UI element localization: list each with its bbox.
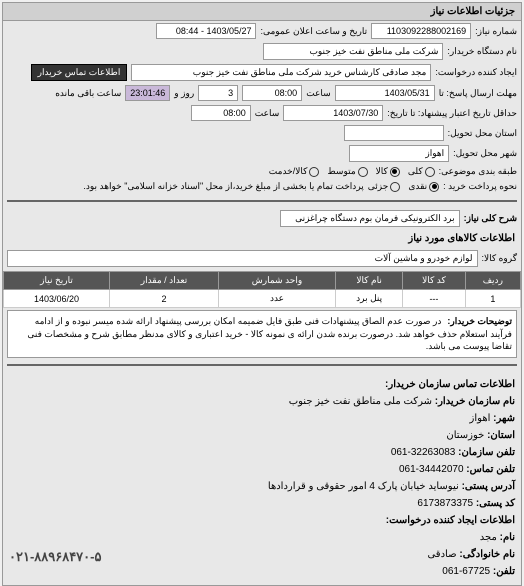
contact-info-button[interactable]: اطلاعات تماس خریدار — [31, 64, 128, 81]
buyer-field: شرکت ملی مناطق نفت خیز جنوب — [263, 43, 443, 60]
fax-label: تلفن تماس: — [466, 464, 515, 475]
td-unit: عدد — [219, 290, 336, 308]
deadline-label: مهلت ارسال پاسخ: تا — [439, 88, 517, 99]
desc-title-label: شرح کلی نیاز: — [464, 213, 517, 224]
pay-partial-label: جزئی — [368, 181, 389, 192]
time-label-1: ساعت — [306, 88, 331, 99]
time2-field: 08:00 — [191, 105, 251, 121]
creator-label: ایجاد کننده درخواست: — [435, 67, 517, 78]
cat-mid-label: متوسط — [327, 166, 355, 177]
buyer-notes-text: در صورت عدم الصاق پیشنهادات فنی طبق فایل… — [27, 316, 512, 351]
surname-label: نام خانوادگی: — [459, 549, 515, 560]
divider-1 — [7, 200, 517, 202]
td-date: 1403/06/20 — [4, 290, 110, 308]
th-qty: تعداد / مقدار — [110, 272, 219, 290]
buyer-notes-label: توضیحات خریدار: — [447, 315, 512, 328]
td-qty: 2 — [110, 290, 219, 308]
th-row: ردیف — [465, 272, 520, 290]
cat-goods-label: کالا — [376, 166, 388, 177]
cat-service-label: کالا/خدمت — [269, 166, 308, 177]
th-date: تاریخ نیاز — [4, 272, 110, 290]
category-radio-group: کلی کالا متوسط کالا/خدمت — [269, 166, 435, 177]
address-label: آدرس پستی: — [462, 481, 515, 492]
org-value: شرکت ملی مناطق نفت خیز جنوب — [289, 396, 432, 407]
td-code: --- — [403, 290, 465, 308]
radio-goods[interactable] — [390, 167, 400, 177]
divider-2 — [7, 364, 517, 366]
radio-service[interactable] — [309, 167, 319, 177]
name-label: نام: — [500, 532, 515, 543]
phone-label: تلفن سازمان: — [458, 447, 515, 458]
validity-date-field: 1403/07/30 — [283, 105, 383, 121]
surname-value: صادقی — [427, 549, 456, 560]
cat-all-label: کلی — [408, 166, 423, 177]
delivery-city-field: اهواز — [349, 145, 449, 162]
desc-title-field: برد الکترونیکی فرمان بوم دستگاه چراغزنی — [280, 210, 460, 227]
remaining-time: 23:01:46 — [125, 85, 170, 101]
validity-label: حداقل تاریخ اعتبار پیشنهاد: تا تاریخ: — [387, 108, 517, 119]
req-number-field: 1103092288002169 — [371, 23, 471, 39]
tel-value: 67725-061 — [442, 566, 490, 577]
delivery-city-label: شهر محل تحویل: — [453, 148, 517, 159]
delivery-province-field — [344, 125, 444, 141]
postal-value: 6173873375 — [417, 498, 473, 509]
phone-value: 32263083-061 — [391, 447, 456, 458]
footer-phone: ۰۲۱-۸۸۹۶۸۴۷۰-۵ — [9, 547, 101, 568]
radio-partial[interactable] — [390, 182, 400, 192]
province-label: استان: — [487, 430, 515, 441]
goods-table: ردیف کد کالا نام کالا واحد شمارش تعداد /… — [3, 271, 521, 308]
name-value: مجد — [480, 532, 497, 543]
deadline-date-field: 1403/05/31 — [335, 85, 435, 101]
th-code: کد کالا — [403, 272, 465, 290]
radio-all[interactable] — [425, 167, 435, 177]
delivery-province-label: استان محل تحویل: — [448, 128, 517, 139]
tel-label: تلفن: — [493, 566, 515, 577]
category-label: طبقه بندی موضوعی: — [439, 166, 517, 177]
th-unit: واحد شمارش — [219, 272, 336, 290]
org-label: نام سازمان خریدار: — [435, 396, 515, 407]
address-value: نیوساید خیابان پارک 4 امور حقوقی و قرارد… — [268, 481, 459, 492]
page-header: جزئیات اطلاعات نیاز — [3, 3, 521, 21]
radio-mid[interactable] — [358, 167, 368, 177]
remaining-label: ساعت باقی مانده — [55, 88, 121, 99]
group-field: لوازم خودرو و ماشین آلات — [7, 250, 478, 267]
contact-title: اطلاعات تماس سازمان خریدار: — [9, 377, 515, 393]
fax-value: 34442070-061 — [399, 464, 464, 475]
time-label-2: ساعت — [255, 108, 280, 119]
announce-label: تاریخ و ساعت اعلان عمومی: — [260, 26, 367, 37]
time1-field: 08:00 — [242, 85, 302, 101]
city-label: شهر: — [493, 413, 515, 424]
city-value: اهواز — [470, 413, 491, 424]
th-name: نام کالا — [336, 272, 403, 290]
buyer-label: نام دستگاه خریدار: — [447, 46, 517, 57]
payment-note: پرداخت تمام یا بخشی از مبلغ خرید،از محل … — [83, 181, 363, 192]
buyer-notes-box: توضیحات خریدار: در صورت عدم الصاق پیشنها… — [7, 310, 517, 358]
td-name: پنل برد — [336, 290, 403, 308]
announce-date-field: 1403/05/27 - 08:44 — [156, 23, 256, 39]
contact-section: اطلاعات تماس سازمان خریدار: نام سازمان خ… — [3, 372, 521, 585]
req-number-label: شماره نیاز: — [475, 26, 517, 37]
province-value: خوزستان — [446, 430, 484, 441]
creator-section-title: اطلاعات ایجاد کننده درخواست: — [9, 513, 515, 529]
radio-cash[interactable] — [429, 182, 439, 192]
days-label: روز و — [174, 88, 194, 99]
payment-label: نحوه پرداخت خرید : — [443, 181, 517, 192]
days-field: 3 — [198, 85, 238, 101]
pay-cash-label: نقدی — [408, 181, 427, 192]
group-label: گروه کالا: — [482, 253, 517, 264]
payment-radio-group: نقدی جزئی — [368, 181, 439, 192]
goods-section-title: اطلاعات کالاهای مورد نیاز — [3, 229, 521, 248]
postal-label: کد پستی: — [476, 498, 515, 509]
table-row: 1 --- پنل برد عدد 2 1403/06/20 — [4, 290, 521, 308]
creator-field: مجد صادقی کارشناس خرید شرکت ملی مناطق نف… — [131, 64, 431, 81]
td-row: 1 — [465, 290, 520, 308]
